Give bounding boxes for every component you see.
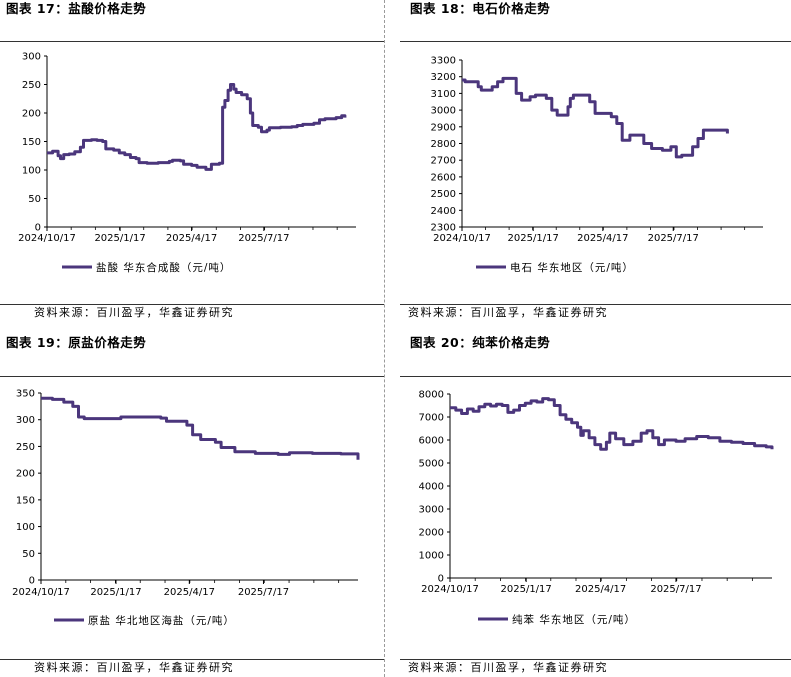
y-tick-label: 200 [16,469,35,480]
x-tick-label: 2025/7/17 [238,233,289,244]
y-tick-label: 2500 [431,189,456,200]
y-tick-label: 150 [22,137,41,148]
y-tick-label: 50 [28,194,41,205]
legend-label: 原盐 华北地区海盐（元/吨） [88,614,235,627]
source-note: 资料来源：百川盈孚，华鑫证券研究 [34,306,234,319]
line-chart-benzene: 0 1000 2000 3000 4000 5000 6000 7000 8000 2024/10… [419,390,774,626]
x-tick-label: 2024/10/17 [421,584,479,595]
x-tick-label: 2024/10/17 [12,587,70,598]
y-tick-label: 4000 [419,482,444,493]
y-tick-label: 50 [22,549,35,560]
column-divider [384,0,385,677]
line-chart-hcl: 0 50 100 150 200 250 300 2024/10/17 2025/1/17 202… [18,52,356,274]
y-tick-label: 300 [16,415,35,426]
legend-label: 纯苯 华东地区（元/吨） [512,613,636,626]
x-tick-label: 2025/1/17 [501,584,552,595]
source-note: 资料来源：百川盈孚，华鑫证券研究 [34,661,234,674]
source-note: 资料来源：百川盈孚，华鑫证券研究 [408,306,608,319]
y-tick-label: 2600 [431,172,456,183]
series-line [47,83,347,171]
x-tick-label: 2025/7/17 [650,584,701,595]
x-tick-label: 2025/4/17 [164,587,215,598]
section-divider [400,304,791,305]
y-tick-label: 150 [16,495,35,506]
y-tick-label: 2800 [431,139,456,150]
y-tick-label: 3300 [431,56,456,67]
chart-title: 图表 18：电石价格走势 [410,1,551,16]
y-tick-label: 0 [35,223,41,234]
y-tick-label: 6000 [419,436,444,447]
x-tick-label: 2024/10/17 [18,233,76,244]
y-tick-label: 2900 [431,122,456,133]
y-tick-label: 0 [438,574,444,585]
x-tick-label: 2025/4/17 [577,233,628,244]
x-tick-label: 2025/1/17 [90,587,141,598]
series-line [41,396,360,460]
top-rule [400,376,791,377]
section-divider [0,304,384,305]
y-tick-label: 2300 [431,223,456,234]
y-tick-label: 2700 [431,156,456,167]
top-rule [0,41,384,42]
y-tick-label: 7000 [419,413,444,424]
series-line [450,397,774,451]
x-tick-label: 2025/1/17 [508,233,559,244]
section-divider [400,659,791,660]
top-rule [0,376,384,377]
y-tick-label: 200 [22,109,41,120]
x-tick-label: 2025/4/17 [575,584,626,595]
y-tick-label: 3000 [419,505,444,516]
x-tick-label: 2025/4/17 [166,233,217,244]
source-note: 资料来源：百川盈孚，华鑫证券研究 [408,661,608,674]
chart-title: 图表 20：纯苯价格走势 [410,335,551,350]
line-chart-crude-salt: 0 50 100 150 200 250 300 350 2024/10/17 2025/1/17… [12,389,360,627]
y-tick-label: 2400 [431,206,456,217]
y-tick-label: 3000 [431,106,456,117]
legend-label: 盐酸 华东合成酸（元/吨） [96,261,231,274]
series-line [462,76,729,159]
y-tick-label: 300 [22,52,41,63]
chart-panel-calcium-carbide: 图表 18：电石价格走势 2300 2400 2500 2600 2700 2800 290… [400,0,780,330]
section-divider [0,659,384,660]
y-tick-label: 350 [16,389,35,400]
x-tick-label: 2025/7/17 [648,233,699,244]
y-tick-label: 2000 [419,528,444,539]
chart-panel-hcl: 图表 17：盐酸价格走势 0 50 100 150 200 250 300 2024/10/1… [0,0,380,330]
y-tick-label: 100 [22,166,41,177]
y-tick-label: 5000 [419,459,444,470]
chart-panel-crude-salt: 图表 19：原盐价格走势 0 50 100 150 200 250 300 350 2024/1… [0,334,380,674]
chart-panel-benzene: 图表 20：纯苯价格走势 0 1000 2000 3000 4000 5000 6000 70… [400,334,780,674]
y-tick-label: 3100 [431,89,456,100]
chart-title: 图表 19：原盐价格走势 [6,335,147,350]
x-tick-label: 2025/7/17 [238,587,289,598]
y-tick-label: 0 [29,576,35,587]
y-tick-label: 250 [16,442,35,453]
x-tick-label: 2024/10/17 [433,233,491,244]
y-tick-label: 1000 [419,551,444,562]
y-tick-label: 8000 [419,390,444,401]
y-tick-label: 3200 [431,72,456,83]
y-tick-label: 250 [22,80,41,91]
x-tick-label: 2025/1/17 [94,233,145,244]
top-rule [400,41,791,42]
y-tick-label: 100 [16,522,35,533]
chart-title: 图表 17：盐酸价格走势 [6,1,147,16]
line-chart-calcium-carbide: 2300 2400 2500 2600 2700 2800 2900 3000 3100 3200… [431,56,763,274]
legend-label: 电石 华东地区（元/吨） [510,261,634,274]
